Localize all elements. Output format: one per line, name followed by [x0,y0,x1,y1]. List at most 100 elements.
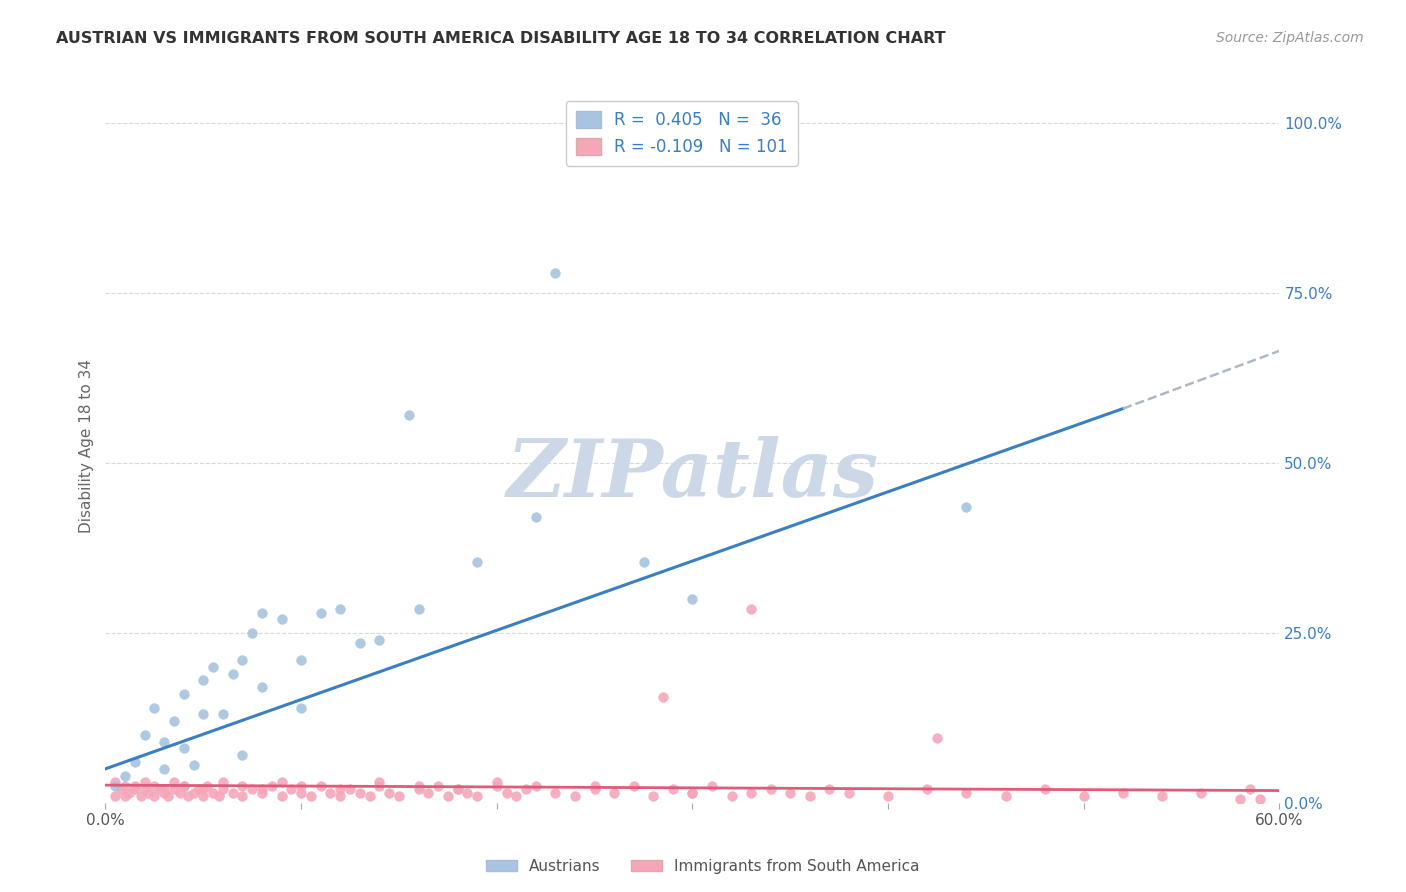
Point [231,779,253,793]
Point [118,786,141,800]
Point [408,602,430,616]
Point [193,673,215,688]
Point [925,731,948,746]
Point [1073,789,1095,803]
Point [114,779,136,793]
Point [456,786,478,800]
Point [583,779,606,793]
Point [408,779,430,793]
Point [124,782,146,797]
Point [309,779,332,793]
Point [143,779,166,793]
Point [515,782,537,797]
Point [349,636,371,650]
Text: ZIPatlas: ZIPatlas [506,436,879,513]
Point [299,789,322,803]
Point [250,786,273,800]
Point [250,606,273,620]
Point [309,606,332,620]
Point [149,782,172,797]
Point [368,775,391,789]
Point [662,782,685,797]
Point [799,789,821,803]
Point [290,779,312,793]
Point [368,632,391,647]
Point [231,653,253,667]
Point [173,687,195,701]
Point [104,779,127,793]
Point [157,789,180,803]
Point [633,555,655,569]
Point [124,755,146,769]
Point [681,591,703,606]
Point [193,707,215,722]
Point [290,700,312,714]
Point [1249,792,1271,806]
Point [446,782,468,797]
Point [134,782,156,797]
Point [280,782,302,797]
Point [740,602,762,616]
Point [104,789,127,803]
Point [398,409,420,423]
Y-axis label: Disability Age 18 to 34: Disability Age 18 to 34 [79,359,94,533]
Point [134,728,156,742]
Point [110,782,132,797]
Point [505,789,527,803]
Point [700,779,723,793]
Point [129,789,152,803]
Point [260,779,283,793]
Point [250,680,273,694]
Point [437,789,460,803]
Point [193,789,215,803]
Point [1229,792,1251,806]
Point [446,782,468,797]
Text: AUSTRIAN VS IMMIGRANTS FROM SOUTH AMERICA DISABILITY AGE 18 TO 34 CORRELATION CH: AUSTRIAN VS IMMIGRANTS FROM SOUTH AMERIC… [56,31,946,46]
Point [623,779,645,793]
Point [138,786,160,800]
Point [408,782,430,797]
Point [270,789,292,803]
Point [740,786,762,800]
Point [339,782,361,797]
Point [955,500,977,515]
Point [368,779,391,793]
Point [681,786,703,800]
Point [524,510,547,524]
Point [319,786,342,800]
Point [208,789,231,803]
Point [1239,782,1261,797]
Point [495,786,517,800]
Legend: R =  0.405   N =  36, R = -0.109   N = 101: R = 0.405 N = 36, R = -0.109 N = 101 [565,101,797,166]
Point [955,786,977,800]
Point [240,782,263,797]
Point [143,700,166,714]
Point [329,782,352,797]
Point [153,786,176,800]
Point [211,782,233,797]
Point [193,782,215,797]
Point [231,789,253,803]
Point [877,789,900,803]
Point [270,612,292,626]
Point [153,734,176,748]
Legend: Austrians, Immigrants from South America: Austrians, Immigrants from South America [481,853,925,880]
Point [104,775,127,789]
Point [1150,789,1173,803]
Point [838,786,860,800]
Point [915,782,938,797]
Point [202,660,225,674]
Point [427,779,450,793]
Point [994,789,1017,803]
Point [163,775,186,789]
Point [124,779,146,793]
Point [290,653,312,667]
Point [544,786,567,800]
Point [250,782,273,797]
Point [652,690,675,705]
Point [1189,786,1212,800]
Point [524,779,547,793]
Point [270,775,292,789]
Point [583,782,606,797]
Point [211,707,233,722]
